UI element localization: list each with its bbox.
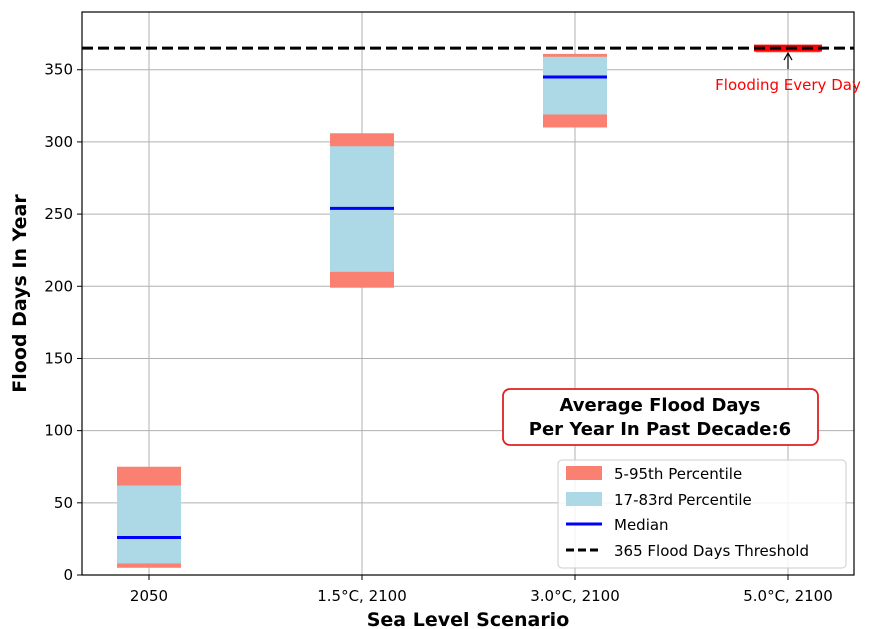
y-tick-label: 300 xyxy=(44,133,73,151)
x-tick-label: 3.0°C, 2100 xyxy=(530,587,620,605)
info-box-frame xyxy=(502,388,819,446)
legend-swatch-17-83 xyxy=(566,492,602,506)
legend-swatch-5-95 xyxy=(566,466,602,480)
y-axis-ticks: 0 50 100 150 200 250 300 350 xyxy=(44,61,82,584)
x-tick-label: 1.5°C, 2100 xyxy=(317,587,407,605)
legend-frame xyxy=(557,459,847,569)
legend-label-threshold: 365 Flood Days Threshold xyxy=(614,542,809,560)
plot-frame xyxy=(81,11,855,576)
y-tick-label: 50 xyxy=(54,494,73,512)
y-tick-label: 250 xyxy=(44,205,73,223)
y-tick-label: 200 xyxy=(44,277,73,295)
info-box-line1: Average Flood Days xyxy=(560,395,761,416)
legend-label-median: Median xyxy=(614,516,669,534)
average-flood-days-box: Average Flood Days Per Year In Past Deca… xyxy=(502,388,819,446)
y-axis-label: Flood Days In Year xyxy=(9,194,31,393)
bar-17-83 xyxy=(117,485,181,564)
bar-17-83 xyxy=(543,56,607,115)
legend-label-5-95: 5-95th Percentile xyxy=(614,465,742,483)
x-tick-label: 2050 xyxy=(130,587,168,605)
x-tick-label: 5.0°C, 2100 xyxy=(743,587,833,605)
flooding-every-day-annotation: Flooding Every Day xyxy=(715,51,861,94)
y-tick-label: 0 xyxy=(63,566,73,584)
legend-label-17-83: 17-83rd Percentile xyxy=(614,491,752,509)
y-tick-label: 100 xyxy=(44,422,73,440)
y-tick-label: 350 xyxy=(44,61,73,79)
x-axis-label: Sea Level Scenario xyxy=(367,609,570,629)
y-tick-label: 150 xyxy=(44,349,73,367)
x-axis-ticks: 2050 1.5°C, 2100 3.0°C, 2100 5.0°C, 2100 xyxy=(130,575,833,605)
plot-bars xyxy=(117,45,820,568)
annotation-text: Flooding Every Day xyxy=(715,76,861,94)
legend: 5-95th Percentile 17-83rd Percentile Med… xyxy=(557,459,847,569)
annotation-arrowhead xyxy=(783,51,793,61)
info-box-line2: Per Year In Past Decade:6 xyxy=(529,419,791,440)
